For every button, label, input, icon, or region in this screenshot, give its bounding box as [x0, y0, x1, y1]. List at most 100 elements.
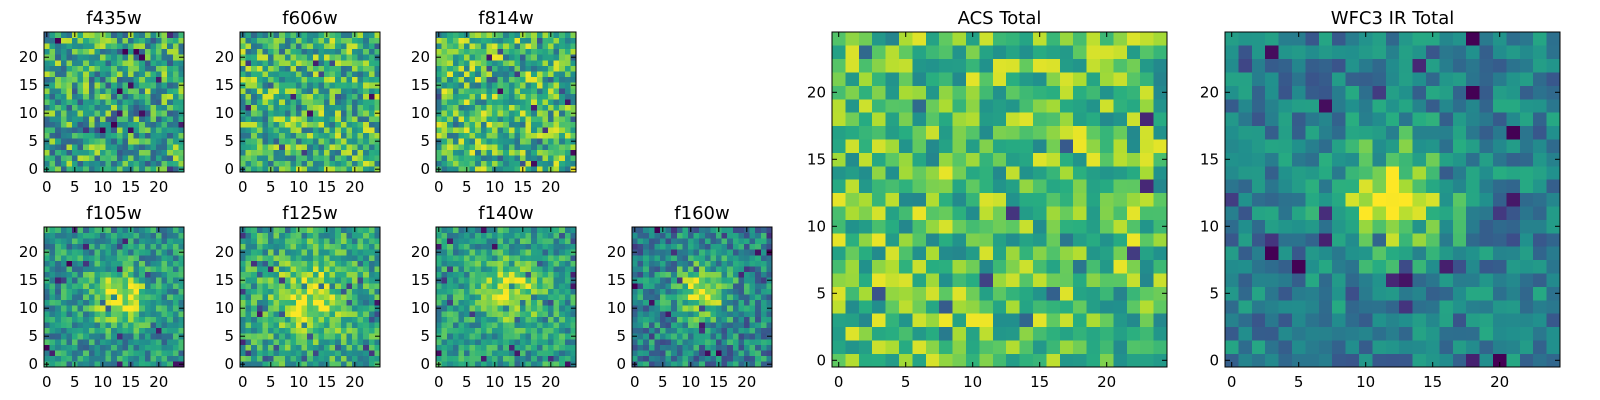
heatmap-cell [133, 93, 140, 100]
heatmap-cell [273, 322, 280, 329]
heatmap-cell [559, 238, 566, 245]
heatmap-cell [88, 283, 95, 289]
heatmap-cell [251, 149, 258, 156]
heatmap-cell [172, 132, 179, 139]
heatmap-cell [542, 355, 549, 362]
heatmap-cell [94, 71, 101, 78]
heatmap-cell [279, 37, 286, 44]
heatmap-cell [447, 288, 454, 295]
heatmap-cell [256, 93, 263, 100]
heatmap-cell [340, 60, 347, 66]
heatmap-cell [94, 333, 101, 340]
heatmap-cell [749, 232, 756, 239]
heatmap-cell [458, 82, 465, 89]
heatmap-cell [520, 149, 526, 156]
heatmap-cell [744, 288, 750, 295]
heatmap-cell [553, 277, 560, 284]
heatmap-cell [245, 305, 252, 312]
heatmap-cell [94, 43, 101, 50]
heatmap-cell [665, 305, 672, 312]
heatmap-cell [564, 155, 571, 162]
y-tick-label: 10 [19, 104, 38, 122]
heatmap-cell [352, 260, 358, 267]
heatmap-cell [766, 243, 773, 250]
heatmap-cell [49, 32, 56, 38]
heatmap-cell [925, 259, 940, 274]
heatmap-cell [245, 277, 252, 284]
heatmap-cell [732, 260, 739, 267]
heatmap-cell [290, 305, 297, 312]
heatmap-cell [150, 43, 157, 50]
heatmap-cell [548, 288, 554, 295]
heatmap-cell [116, 144, 123, 150]
heatmap-cell [952, 192, 967, 207]
f814w-heatmap [436, 32, 577, 173]
heatmap-cell [307, 99, 314, 106]
heatmap-cell [564, 127, 571, 134]
heatmap-cell [324, 311, 330, 317]
heatmap-cell [660, 249, 666, 256]
heatmap-cell [256, 339, 263, 345]
heatmap-cell [497, 238, 504, 245]
heatmap-cell [94, 48, 101, 55]
heatmap-cell [251, 288, 258, 295]
heatmap-cell [436, 299, 442, 306]
heatmap-cell [699, 232, 706, 239]
heatmap-cell [83, 344, 90, 351]
heatmap-cell [150, 71, 157, 78]
heatmap-cell [296, 333, 302, 340]
heatmap-cell [66, 116, 73, 122]
heatmap-cell [55, 243, 62, 250]
heatmap-cell [273, 110, 280, 117]
heatmap-cell [464, 355, 470, 362]
heatmap-cell [912, 179, 927, 194]
heatmap-cell [55, 99, 62, 106]
heatmap-cell [492, 271, 498, 278]
heatmap-cell [660, 277, 666, 284]
heatmap-cell [301, 43, 308, 50]
heatmap-cell [553, 110, 560, 117]
heatmap-cell [486, 121, 493, 128]
heatmap-cell [1140, 166, 1154, 180]
heatmap-cell [296, 110, 302, 117]
heatmap-cell [156, 339, 162, 345]
heatmap-cell [469, 166, 476, 173]
heatmap-cell [492, 116, 498, 122]
heatmap-cell [94, 144, 101, 150]
heatmap-cell [150, 65, 157, 72]
heatmap-cell [542, 104, 549, 111]
heatmap-cell [760, 299, 767, 306]
heatmap-cell [100, 110, 106, 117]
heatmap-cell [452, 43, 459, 50]
heatmap-cell [531, 149, 538, 156]
heatmap-cell [156, 132, 162, 139]
heatmap-cell [542, 333, 549, 340]
heatmap-cell [307, 305, 314, 312]
heatmap-cell [178, 322, 185, 329]
heatmap-cell [497, 104, 504, 111]
heatmap-cell [363, 48, 370, 55]
heatmap-cell [1140, 340, 1154, 354]
heatmap-cell [340, 104, 347, 111]
heatmap-cell [374, 37, 381, 44]
heatmap-cell [167, 333, 174, 340]
heatmap-cell [111, 76, 118, 83]
heatmap-cell [676, 327, 683, 334]
heatmap-cell [324, 255, 330, 261]
heatmap-cell [1140, 326, 1154, 341]
heatmap-cell [660, 305, 666, 312]
heatmap-cell [966, 353, 980, 368]
heatmap-cell [665, 238, 672, 245]
heatmap-cell [1086, 353, 1101, 368]
heatmap-cell [503, 132, 510, 139]
heatmap-cell [676, 350, 683, 357]
heatmap-cell [688, 316, 694, 323]
heatmap-cell [475, 311, 482, 317]
heatmap-cell [1046, 300, 1061, 314]
heatmap-cell [245, 316, 252, 323]
heatmap-cell [346, 37, 353, 44]
heatmap-cell [346, 60, 353, 66]
heatmap-cell [363, 249, 370, 256]
heatmap-cell [88, 116, 95, 122]
